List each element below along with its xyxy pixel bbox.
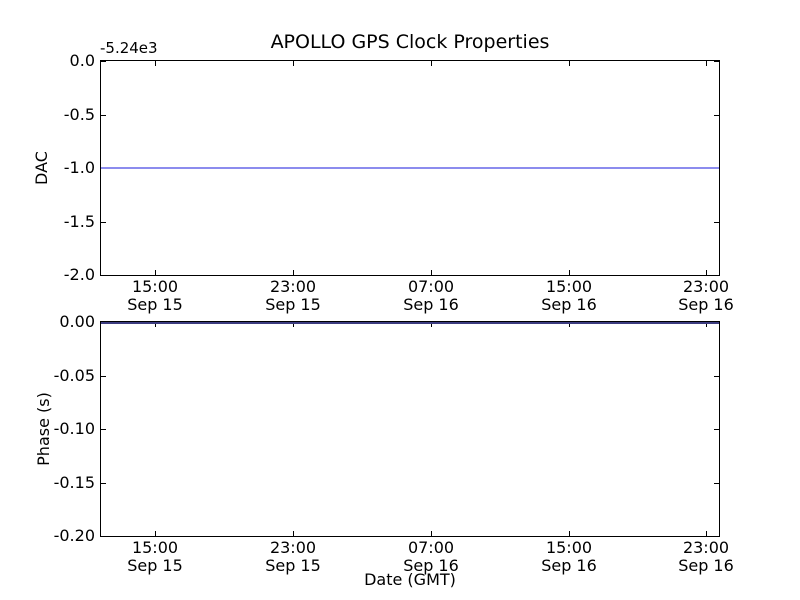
y-tick-mark [101,536,106,537]
y-tick-mark [101,275,106,276]
y-tick-mark [101,376,106,377]
dac-plot-area: 0.0 -0.5 -1.0 -1.5 -2.0 15:00 Sep 15 23:00 Sep… [64,51,734,314]
y-tick-mark [714,483,719,484]
x-tick-label: 23:00 Sep 16 [678,277,734,314]
x-tick-mark [293,270,294,275]
x-tick-mark [569,270,570,275]
x-tick-mark [155,531,156,536]
y-tick-label: -0.15 [53,473,95,492]
y-tick-mark [714,536,719,537]
x-tick-label: 15:00 Sep 15 [127,538,183,575]
y-tick-mark [101,483,106,484]
x-tick-mark [706,61,707,66]
y-tick-label: -1.0 [63,158,95,177]
dac-data-line [101,167,719,169]
y-tick-label: 0.0 [69,51,95,70]
x-tick-label: 23:00 Sep 16 [678,538,734,575]
x-tick-mark [706,322,707,327]
x-tick-mark [431,531,432,536]
x-axis-label: Date (GMT) [364,570,456,589]
x-tick-label: 15:00 Sep 15 [127,277,183,314]
x-tick-label: 23:00 Sep 15 [265,538,321,575]
y-tick-label: 0.00 [59,312,95,331]
x-tick-mark [569,61,570,66]
x-tick-label: 07:00 Sep 16 [403,538,459,575]
x-tick-mark [293,61,294,66]
x-tick-mark [431,270,432,275]
x-tick-mark [431,322,432,327]
x-tick-label: 15:00 Sep 16 [541,538,597,575]
x-tick-mark [706,270,707,275]
phase-plot-area: 0.00 -0.05 -0.10 -0.15 -0.20 15:00 Sep 15 23:0… [54,312,734,575]
y-axis-offset-text: -5.24e3 [100,39,158,57]
x-tick-mark [155,61,156,66]
x-tick-mark [155,270,156,275]
x-tick-mark [431,61,432,66]
y-tick-mark [101,61,106,62]
x-tick-mark [706,531,707,536]
y-tick-label: -0.05 [53,366,95,385]
y-tick-mark [101,115,106,116]
x-tick-mark [569,322,570,327]
x-tick-label: 07:00 Sep 16 [403,277,459,314]
phase-data-line [101,322,719,324]
y-tick-mark [714,275,719,276]
y-tick-mark [714,429,719,430]
x-tick-label: 15:00 Sep 16 [541,277,597,314]
x-tick-mark [569,531,570,536]
y-tick-label: -2.0 [63,265,95,284]
x-tick-mark [155,322,156,327]
y-tick-mark [714,376,719,377]
x-tick-mark [293,322,294,327]
y-tick-mark [714,115,719,116]
y-tick-mark [714,222,719,223]
x-tick-mark [293,531,294,536]
y-tick-label: -1.5 [63,212,95,231]
chart-title: APOLLO GPS Clock Properties [270,31,550,53]
y-tick-label: -0.20 [53,526,95,545]
y-tick-mark [101,222,106,223]
y-tick-label: -0.5 [63,105,95,124]
y-tick-label: -0.10 [53,419,95,438]
y-tick-mark [714,61,719,62]
x-tick-label: 23:00 Sep 15 [265,277,321,314]
y-tick-mark [101,429,106,430]
